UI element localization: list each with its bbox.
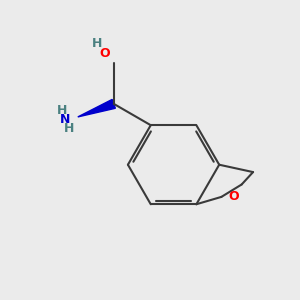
- Text: H: H: [64, 122, 75, 135]
- Polygon shape: [78, 99, 116, 117]
- Text: H: H: [56, 104, 67, 117]
- Text: O: O: [228, 190, 238, 203]
- Text: H: H: [92, 37, 103, 50]
- Text: O: O: [100, 47, 110, 60]
- Text: N: N: [60, 113, 70, 126]
